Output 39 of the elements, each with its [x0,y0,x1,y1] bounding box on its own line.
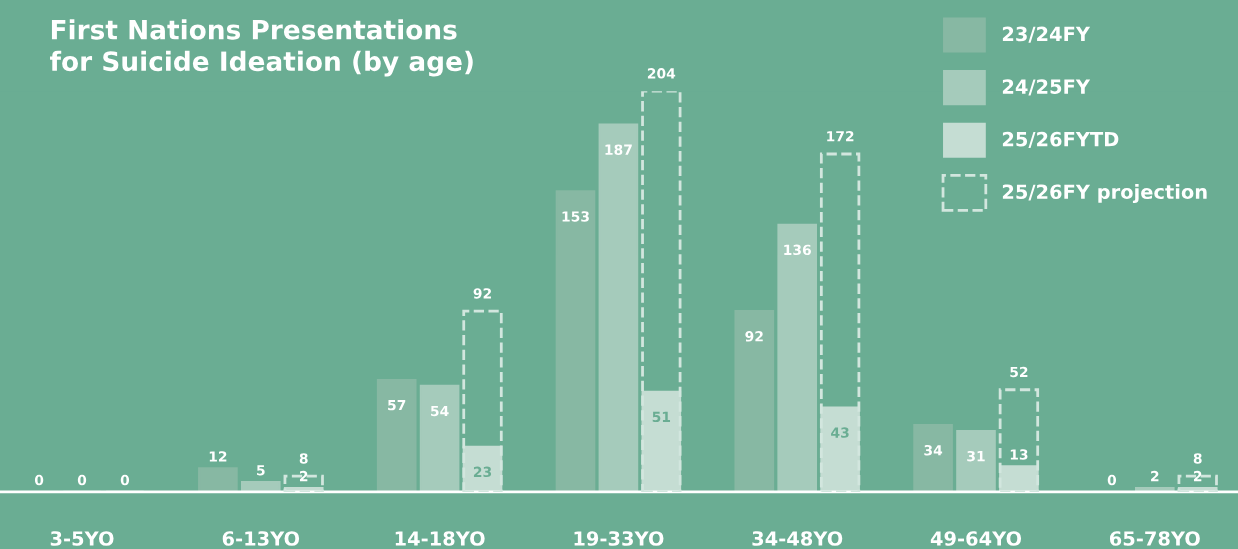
data-label: 2 [1193,470,1202,482]
data-label: 2 [1151,470,1159,482]
data-label: 34 [924,445,943,456]
data-label: 92 [473,288,491,299]
legend-label: 25/26FYTD [1002,131,1119,149]
data-label: 0 [1107,474,1117,486]
data-label: 43 [831,427,849,438]
x-tick-label: 19-33YO [574,531,664,546]
data-label: 57 [388,400,406,411]
data-label: 31 [967,450,985,462]
data-label: 51 [652,411,671,423]
x-tick-label: 3-5YO [50,531,114,546]
data-label: 8 [299,453,308,464]
x-tick-label: 6-13YO [222,531,300,546]
data-label: 92 [745,331,763,342]
chart-title: First Nations Presentations for Suicide Ideation (by age) [50,19,473,77]
data-label: 0 [34,474,44,486]
data-label: 187 [605,144,632,155]
data-label: 54 [431,405,449,417]
data-label: 23 [473,466,492,478]
x-tick-label: 65-78YO [1109,531,1200,546]
x-tick-label: 34-48YO [752,531,843,546]
data-label: 204 [647,68,676,79]
data-label: 153 [562,211,589,222]
data-label: 2 [299,470,308,482]
x-tick-label: 14-18YO [395,531,485,546]
legend-label: 23/24FY [1002,26,1091,43]
data-label: 136 [784,244,811,256]
data-label: 52 [1010,366,1028,378]
data-label: 8 [1193,453,1202,464]
data-label: 12 [209,451,227,462]
data-label: 5 [257,465,265,476]
data-label: 13 [1010,449,1028,460]
data-label: 0 [120,474,130,486]
x-tick-label: 49-64YO [930,531,1022,546]
legend-label: 25/26FY projection [1002,184,1207,204]
data-label: 172 [827,130,854,142]
legend-label: 24/25FY [1002,79,1091,96]
data-label: 0 [77,474,87,486]
